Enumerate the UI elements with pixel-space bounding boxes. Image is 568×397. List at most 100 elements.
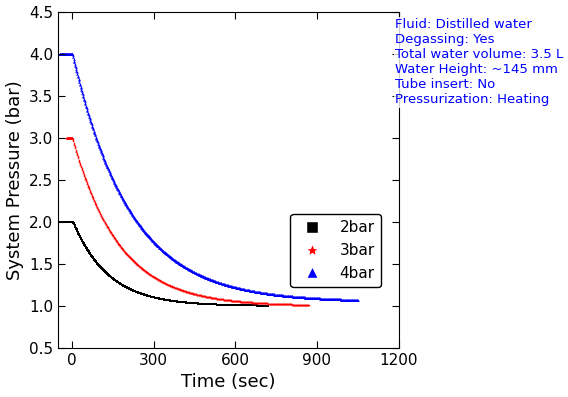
2bar	[135, 290, 144, 296]
2bar	[185, 300, 194, 306]
2bar	[124, 285, 133, 292]
4bar	[219, 281, 228, 287]
4bar	[282, 293, 291, 299]
4bar	[162, 251, 171, 257]
4bar	[112, 185, 122, 192]
3bar	[89, 197, 98, 203]
3bar	[295, 302, 304, 308]
3bar	[175, 286, 184, 293]
4bar	[157, 246, 166, 252]
3bar	[112, 238, 121, 244]
3bar	[211, 295, 220, 301]
4bar	[269, 291, 278, 298]
4bar	[224, 282, 233, 289]
3bar	[253, 300, 262, 306]
2bar	[85, 249, 94, 256]
2bar	[249, 302, 258, 308]
2bar	[210, 301, 219, 308]
2bar	[257, 303, 266, 309]
4bar	[184, 266, 193, 272]
2bar	[132, 289, 141, 295]
3bar	[104, 225, 113, 231]
4bar	[83, 108, 92, 114]
4bar	[130, 214, 139, 220]
4bar	[197, 273, 206, 279]
2bar	[62, 219, 72, 225]
2bar	[216, 301, 225, 308]
4bar	[140, 228, 149, 234]
4bar	[261, 290, 270, 297]
3bar	[77, 166, 86, 172]
2bar	[77, 236, 86, 242]
4bar	[256, 289, 265, 296]
4bar	[62, 50, 71, 57]
3bar	[94, 207, 103, 213]
4bar	[332, 296, 341, 303]
2bar	[195, 301, 204, 307]
2bar	[114, 279, 123, 285]
4bar	[223, 282, 232, 289]
2bar	[135, 290, 144, 296]
4bar	[76, 83, 85, 90]
3bar	[235, 298, 244, 304]
2bar	[137, 291, 146, 297]
2bar	[178, 299, 187, 305]
2bar	[225, 302, 234, 308]
3bar	[95, 209, 104, 215]
2bar	[56, 219, 65, 225]
4bar	[156, 246, 165, 252]
4bar	[346, 297, 355, 303]
3bar	[66, 135, 75, 141]
2bar	[95, 263, 104, 269]
4bar	[67, 50, 76, 57]
4bar	[82, 107, 91, 113]
3bar	[275, 301, 284, 307]
2bar	[174, 299, 183, 305]
2bar	[241, 302, 250, 308]
4bar	[343, 297, 352, 303]
3bar	[223, 297, 232, 303]
4bar	[214, 279, 223, 286]
3bar	[145, 271, 154, 277]
2bar	[183, 299, 193, 306]
3bar	[218, 296, 227, 303]
3bar	[152, 275, 161, 281]
2bar	[228, 302, 237, 308]
2bar	[162, 297, 171, 303]
4bar	[288, 293, 297, 300]
2bar	[138, 291, 147, 297]
2bar	[134, 289, 143, 296]
2bar	[238, 302, 247, 308]
2bar	[96, 264, 105, 270]
3bar	[136, 265, 145, 271]
4bar	[158, 248, 168, 254]
3bar	[154, 277, 163, 283]
2bar	[181, 299, 190, 306]
3bar	[227, 297, 236, 304]
4bar	[163, 252, 172, 258]
4bar	[195, 272, 204, 278]
4bar	[172, 258, 181, 265]
3bar	[269, 301, 278, 307]
4bar	[283, 293, 292, 299]
3bar	[209, 295, 218, 301]
3bar	[103, 224, 112, 230]
4bar	[293, 294, 302, 300]
2bar	[144, 293, 153, 299]
4bar	[350, 297, 360, 303]
4bar	[186, 267, 195, 274]
2bar	[237, 302, 247, 308]
3bar	[80, 174, 89, 181]
4bar	[60, 50, 69, 57]
4bar	[190, 270, 199, 276]
4bar	[162, 251, 172, 258]
3bar	[211, 295, 220, 302]
4bar	[128, 212, 137, 219]
3bar	[178, 287, 187, 293]
3bar	[167, 283, 176, 289]
2bar	[218, 302, 227, 308]
2bar	[95, 263, 104, 269]
3bar	[124, 252, 133, 259]
4bar	[310, 295, 319, 301]
3bar	[85, 186, 94, 193]
